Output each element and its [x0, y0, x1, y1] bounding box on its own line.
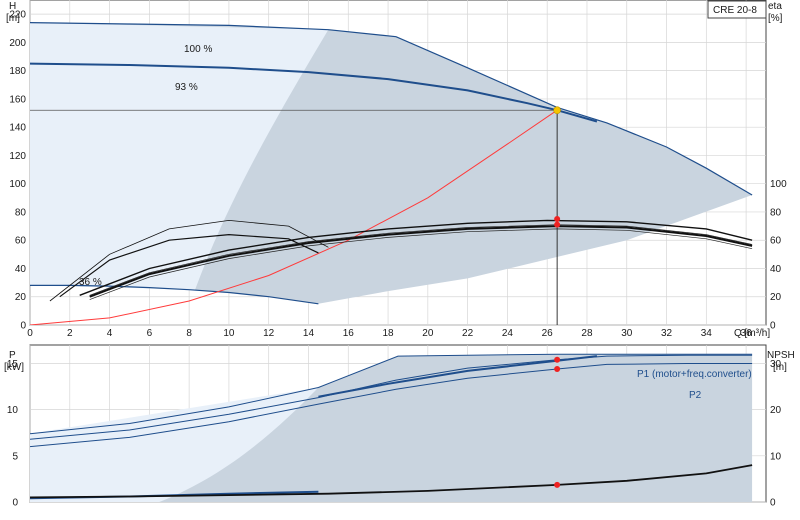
- bottom-right-y-tick-labels: 0 10 20 30: [770, 359, 782, 509]
- x-tick-labels: 0 2 4 6 8 10 12 14 16 18 20 22 24 26 28 30 32 34 36: [27, 328, 752, 339]
- right-y-tick-label: 80: [770, 207, 782, 218]
- bottom-curves: [30, 353, 753, 500]
- power-curve-100: [30, 353, 753, 435]
- left-y-tick-label: 40: [15, 264, 27, 275]
- right-y-tick-labels: 0 20 40 60 80 100: [770, 179, 787, 331]
- npsh-duty-marker: [554, 481, 561, 488]
- right-y-tick-label: 60: [770, 236, 782, 247]
- x-tick-label: 4: [107, 328, 113, 339]
- left-y-tick-label: 80: [15, 207, 27, 218]
- legend-p1: P1 (motor+freq.converter): [637, 369, 752, 380]
- eta-axis-label: eta: [768, 1, 782, 12]
- efficiency-curve-93: [89, 225, 753, 298]
- h-unit-label: [m]: [6, 13, 20, 24]
- bottom-right-y-tick-label: 0: [770, 498, 776, 509]
- top-markers: [553, 106, 561, 228]
- left-y-tick-label: 140: [9, 123, 26, 134]
- left-y-tick-label: 20: [15, 292, 27, 303]
- x-tick-label: 20: [422, 328, 434, 339]
- power-curve-p2: [30, 363, 753, 448]
- left-y-tick-labels: 0 20 40 60 80 100 120 140 160 180 200 220: [9, 10, 26, 332]
- x-tick-label: 16: [343, 328, 355, 339]
- bottom-left-y-tick-label: 15: [7, 359, 19, 370]
- bottom-right-y-tick-label: 20: [770, 405, 782, 416]
- power-low-efficiency-region: [30, 387, 319, 502]
- model-box: [707, 0, 767, 19]
- eta-unit-label: [%]: [768, 13, 783, 24]
- x-tick-label: 2: [67, 328, 73, 339]
- top-region-fills: [30, 22, 753, 304]
- x-tick-label: 8: [186, 328, 192, 339]
- right-y-tick-label: 40: [770, 264, 782, 275]
- left-y-tick-label: 160: [9, 94, 26, 105]
- efficiency-curve-low-1: [49, 219, 329, 302]
- q-axis-label: Q [m³/h]: [734, 328, 770, 339]
- left-y-tick-label: 200: [9, 38, 26, 49]
- x-tick-label: 36: [741, 328, 753, 339]
- duty-point-marker: [553, 106, 561, 115]
- p-axis-label: P: [9, 350, 16, 361]
- legend-p2: P2: [689, 390, 702, 401]
- p2-duty-marker: [554, 366, 561, 373]
- system-curve: [30, 109, 558, 325]
- left-y-tick-label: 60: [15, 236, 27, 247]
- bottom-markers: [554, 356, 561, 488]
- top-curves: [30, 22, 753, 325]
- x-tick-label: 10: [223, 328, 235, 339]
- x-tick-label: 0: [27, 328, 33, 339]
- bottom-left-y-tick-labels: 0 5 10 15: [7, 359, 19, 509]
- left-y-tick-label: 180: [9, 66, 26, 77]
- bottom-left-y-tick-label: 5: [12, 451, 18, 462]
- npsh-curve: [30, 464, 753, 499]
- efficiency-duty-marker: [554, 221, 561, 228]
- left-y-tick-label: 220: [9, 10, 26, 21]
- power-curve-p1-93: [318, 355, 598, 398]
- npsh-axis-label: NPSH: [767, 350, 795, 361]
- curve-label-36: 36 %: [79, 277, 102, 288]
- right-y-tick-label: 100: [770, 179, 787, 190]
- x-tick-label: 26: [542, 328, 554, 339]
- x-tick-label: 14: [303, 328, 315, 339]
- x-tick-label: 12: [263, 328, 275, 339]
- x-tick-label: 32: [661, 328, 673, 339]
- bottom-right-y-tick-label: 30: [770, 359, 782, 370]
- x-tick-label: 28: [581, 328, 593, 339]
- low-efficiency-region: [30, 22, 329, 290]
- bottom-right-y-tick-label: 10: [770, 451, 782, 462]
- h-axis-label: H: [9, 1, 16, 12]
- p-unit-label: [kW]: [4, 362, 24, 373]
- curve-100-percent: [30, 22, 753, 196]
- left-y-tick-label: 0: [20, 321, 26, 332]
- efficiency-curve-100: [79, 219, 753, 296]
- left-y-tick-label: 100: [9, 179, 26, 190]
- x-tick-label: 34: [701, 328, 713, 339]
- model-label: CRE 20-8: [713, 5, 757, 16]
- efficiency-curve-partial-1: [89, 224, 753, 296]
- x-tick-label: 6: [147, 328, 153, 339]
- right-y-tick-label: 20: [770, 292, 782, 303]
- x-tick-label: 18: [382, 328, 394, 339]
- bottom-left-y-tick-label: 0: [12, 498, 18, 509]
- power-curve-p1: [30, 354, 753, 440]
- bottom-left-y-tick-label: 10: [7, 405, 19, 416]
- curve-36-percent: [30, 284, 319, 305]
- x-tick-label: 30: [621, 328, 633, 339]
- p1-duty-marker: [554, 356, 561, 363]
- curve-label-100: 100 %: [184, 44, 212, 55]
- efficiency-duty-marker: [554, 216, 561, 223]
- left-y-tick-label: 120: [9, 151, 26, 162]
- right-y-tick-label: 0: [770, 321, 776, 332]
- curve-93-percent: [30, 62, 598, 123]
- efficiency-curve-partial-2: [89, 228, 753, 300]
- x-tick-label: 24: [502, 328, 514, 339]
- curve-label-93: 93 %: [175, 82, 198, 93]
- efficiency-curve-low-2: [59, 233, 319, 298]
- bottom-region-fills: [30, 354, 753, 502]
- x-tick-label: 22: [462, 328, 474, 339]
- npsh-unit-label: [m]: [773, 362, 787, 373]
